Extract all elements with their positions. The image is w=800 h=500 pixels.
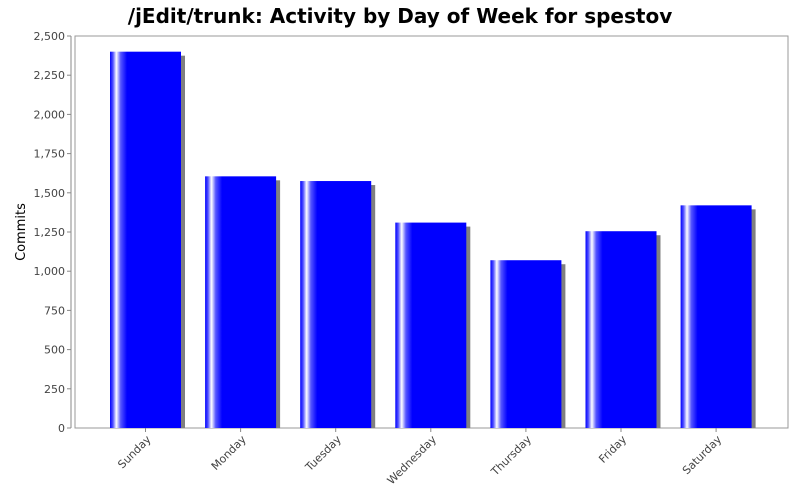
- x-tick-label: Monday: [209, 433, 249, 473]
- y-axis: 0 250 500 750 1,000 1,250 1,500 1,750 2,000 2,250…: [34, 30, 72, 435]
- bars: [110, 51, 756, 429]
- y-axis-label: Commits: [14, 203, 29, 261]
- bar-tuesday: [300, 181, 372, 428]
- x-axis: Sunday Monday Tuesday Wednesday Thursday Frid…: [115, 428, 725, 488]
- y-tick-label: 2,000: [34, 108, 66, 121]
- y-tick-label: 2,250: [34, 69, 66, 82]
- bar-monday: [205, 176, 277, 428]
- bar-thursday: [490, 260, 562, 428]
- y-tick-label: 0: [58, 422, 65, 435]
- bar-wednesday: [395, 222, 467, 428]
- x-tick-label: Friday: [596, 433, 629, 466]
- y-tick-label: 500: [44, 344, 65, 357]
- y-tick-label: 250: [44, 383, 65, 396]
- y-tick-label: 1,250: [34, 226, 66, 239]
- y-tick-label: 1,750: [34, 148, 66, 161]
- y-tick-label: 1,000: [34, 265, 66, 278]
- y-tick-label: 1,500: [34, 187, 66, 200]
- x-tick-label: Tuesday: [302, 433, 344, 475]
- x-tick-label: Wednesday: [385, 433, 440, 488]
- y-tick-label: 750: [44, 304, 65, 317]
- bar-saturday: [680, 205, 752, 428]
- x-tick-label: Thursday: [488, 433, 534, 479]
- x-tick-label: Sunday: [115, 433, 154, 472]
- x-tick-label: Saturday: [680, 433, 725, 478]
- bar-sunday: [110, 51, 181, 429]
- y-tick-label: 2,500: [34, 30, 66, 43]
- chart-title: /jEdit/trunk: Activity by Day of Week fo…: [128, 4, 672, 28]
- bar-friday: [585, 231, 657, 428]
